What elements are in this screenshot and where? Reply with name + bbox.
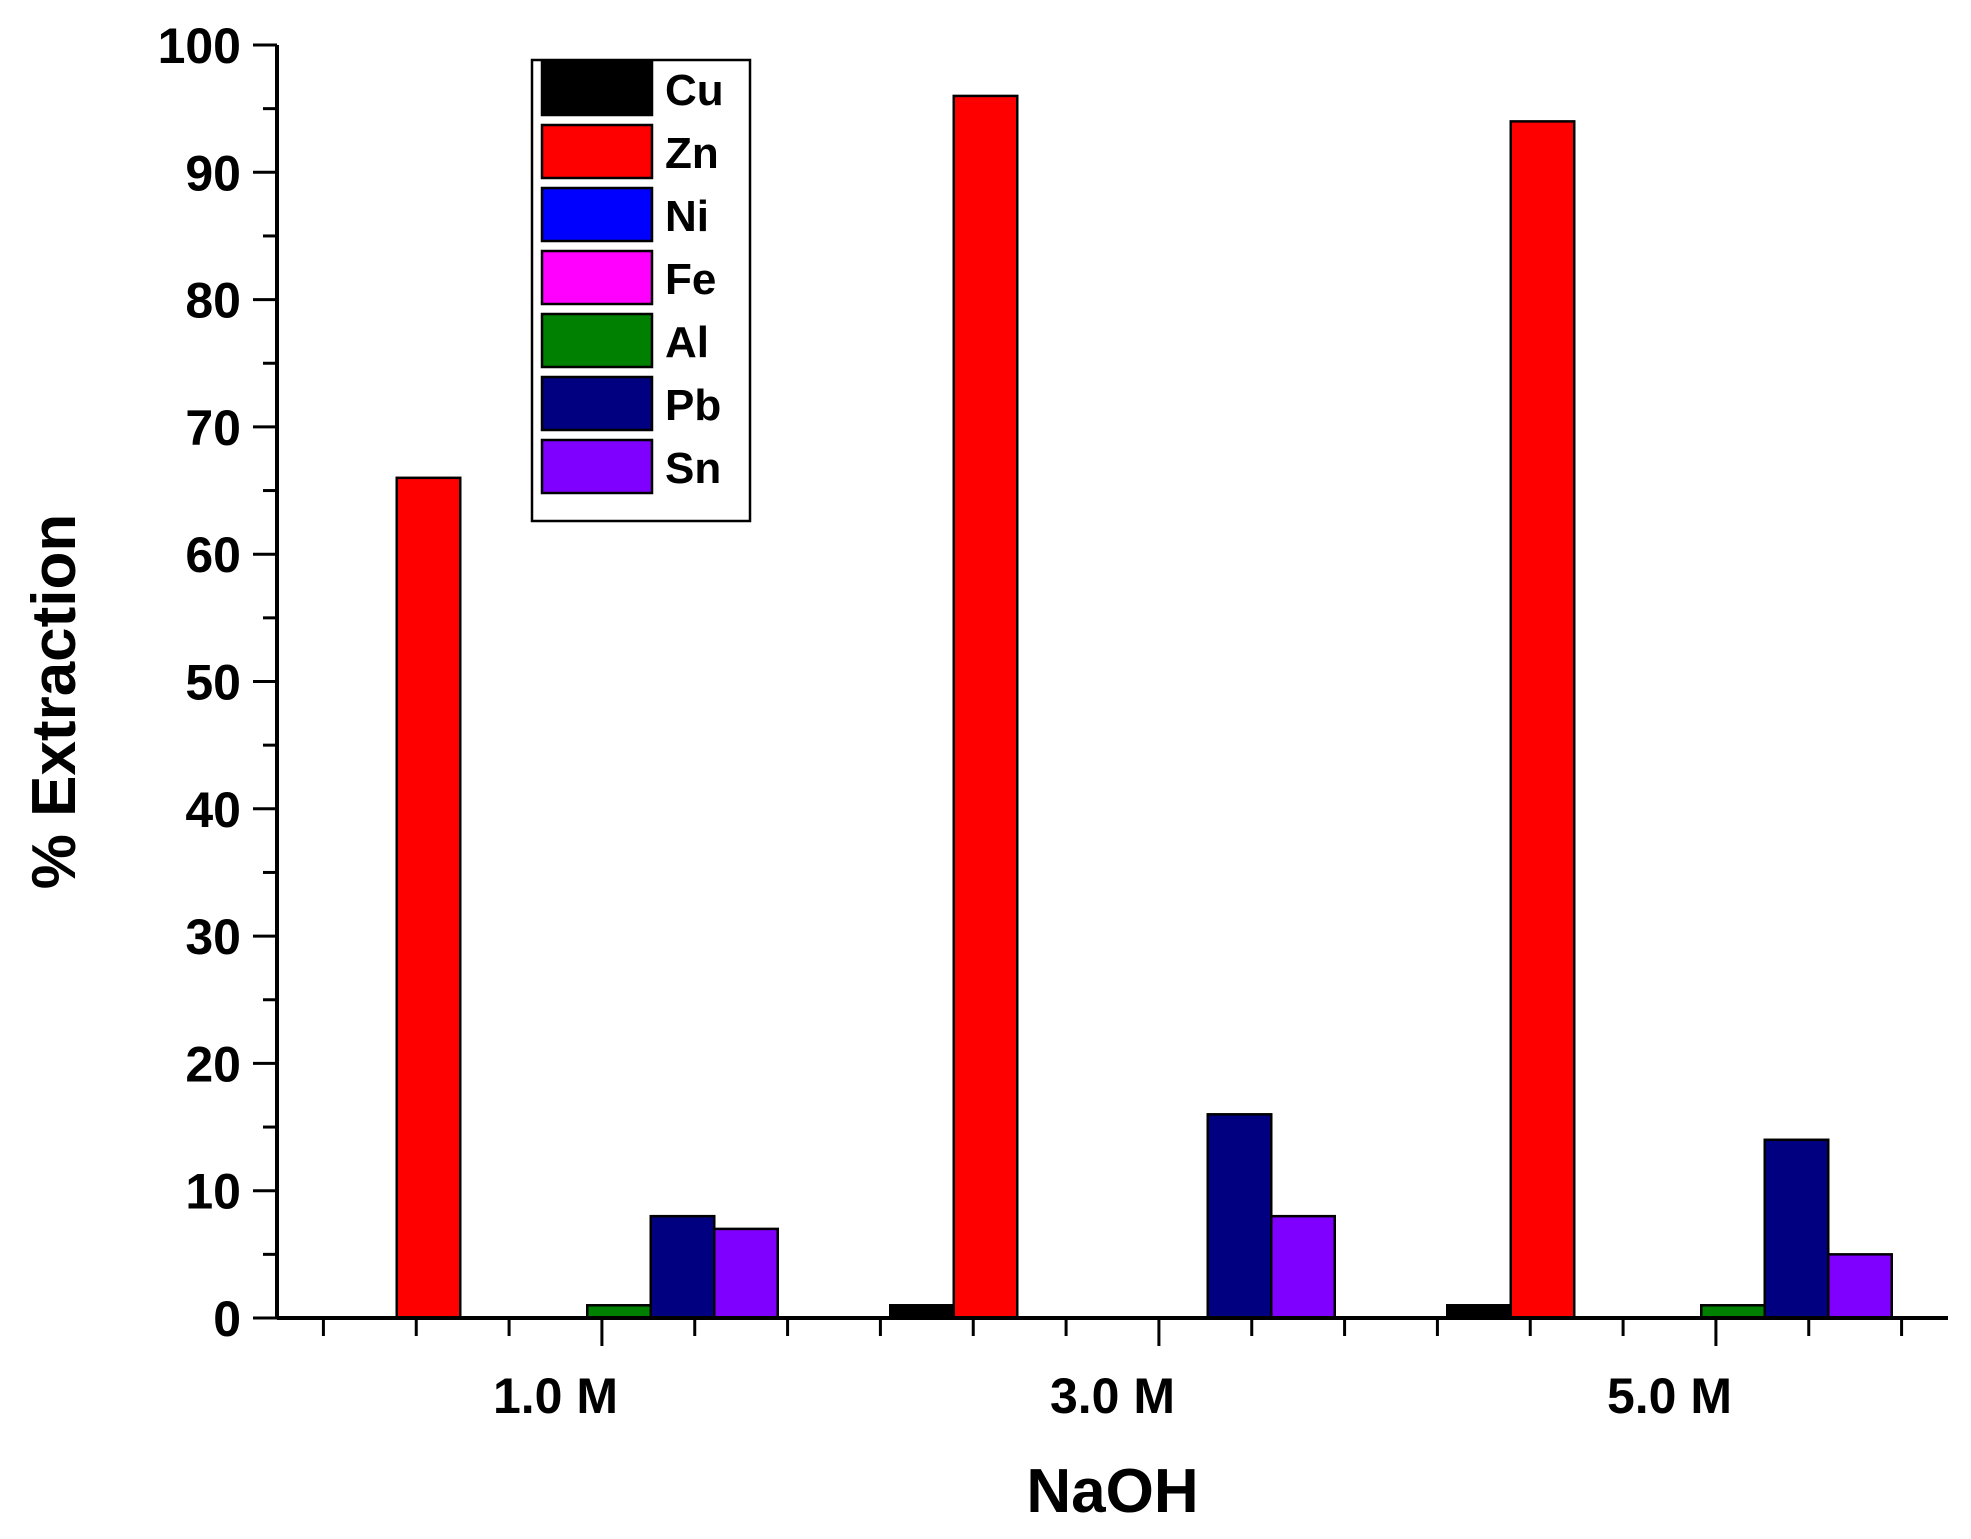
y-tick-label: 90 [185,145,241,201]
legend-label-pb: Pb [665,381,721,430]
x-tick-label: 3.0 M [1050,1368,1175,1424]
bar-zn-1 [395,476,462,1320]
y-tick-label: 50 [185,655,241,711]
bar-pb-1 [649,1214,716,1320]
legend-label-cu: Cu [665,66,724,115]
x-tick-labels: 1.0 M 3.0 M 5.0 M [493,1368,1732,1424]
y-axis-title: % Extraction [20,514,89,890]
legend-swatch-al [540,312,654,369]
bar-pb-2 [1206,1113,1273,1320]
y-tick-label: 20 [185,1036,241,1092]
y-tick-label: 0 [213,1291,241,1347]
legend-swatch-cu [540,60,654,117]
bars [395,94,1893,1320]
x-tick-label: 5.0 M [1607,1368,1732,1424]
legend-label-zn: Zn [665,129,719,178]
bar-zn-3 [1509,120,1576,1320]
legend-label-fe: Fe [665,255,716,304]
y-tick-label: 30 [185,909,241,965]
axis-ticks [253,43,1904,1346]
y-tick-label: 80 [185,273,241,329]
y-tick-label: 60 [185,527,241,583]
bar-sn-1 [713,1227,779,1320]
y-tick-label: 100 [158,18,241,74]
y-tick-label: 70 [185,400,241,456]
y-tick-label: 10 [185,1164,241,1220]
legend-swatch-zn [540,123,654,180]
bar-sn-3 [1827,1253,1893,1320]
legend-swatch-fe [540,249,654,306]
y-tick-label: 40 [185,782,241,838]
legend-swatch-sn [540,438,654,495]
legend-label-ni: Ni [665,192,709,241]
legend-label-al: Al [665,318,709,367]
x-tick-label: 1.0 M [493,1368,618,1424]
bar-pb-3 [1763,1138,1830,1320]
y-tick-labels: 0 10 20 30 40 50 60 70 80 90 100 [158,18,241,1347]
legend: Cu Zn Ni Fe Al Pb Sn [530,58,752,523]
legend-label-sn: Sn [665,444,721,493]
bar-zn-2 [952,94,1019,1320]
legend-swatch-ni [540,186,654,243]
bar-sn-2 [1270,1214,1336,1320]
x-axis-title: NaOH [1026,1457,1198,1526]
legend-swatch-pb [540,375,654,432]
